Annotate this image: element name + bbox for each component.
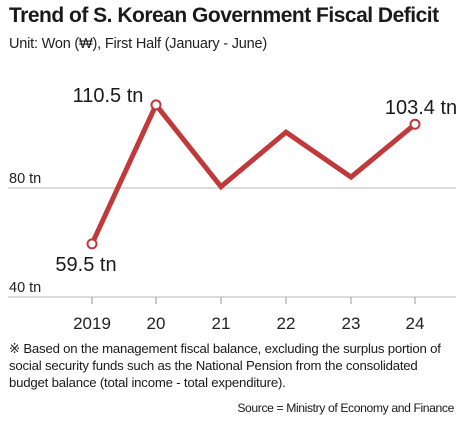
footnote: ※ Based on the management fiscal balance… [9, 341, 441, 390]
data-point-marker [86, 238, 98, 250]
data-label: 110.5 tn [73, 85, 144, 107]
x-tick-label: 21 [212, 314, 231, 333]
grid-layer [8, 187, 456, 298]
source-credit: Source = Ministry of Economy and Finance [237, 401, 454, 415]
data-point-marker [409, 118, 421, 130]
x-tick-label: 22 [277, 314, 296, 333]
label-layer: 40 tn 80 tn 2019 20 21 22 23 24 59.5 tn 110.5 tn 1… [9, 85, 457, 333]
x-tick-label: 23 [342, 314, 361, 333]
x-axis [91, 297, 416, 304]
series-layer [86, 99, 421, 250]
x-tick-label: 20 [147, 314, 166, 333]
y-tick-label: 40 tn [9, 280, 41, 296]
data-label: 59.5 tn [55, 254, 116, 276]
data-point-marker [150, 99, 162, 111]
data-label: 103.4 tn [385, 97, 457, 119]
x-tick-label: 24 [406, 314, 425, 333]
chart-title: Trend of S. Korean Government Fiscal Def… [9, 4, 439, 27]
chart-subtitle: Unit: Won (₩), First Half (January - Jun… [9, 36, 268, 52]
x-tick-label: 2019 [73, 314, 111, 333]
series-line [89, 100, 418, 247]
y-tick-label: 80 tn [9, 171, 41, 187]
line-chart: 40 tn 80 tn 2019 20 21 22 23 24 59.5 tn 110.5 tn 1… [8, 85, 457, 333]
